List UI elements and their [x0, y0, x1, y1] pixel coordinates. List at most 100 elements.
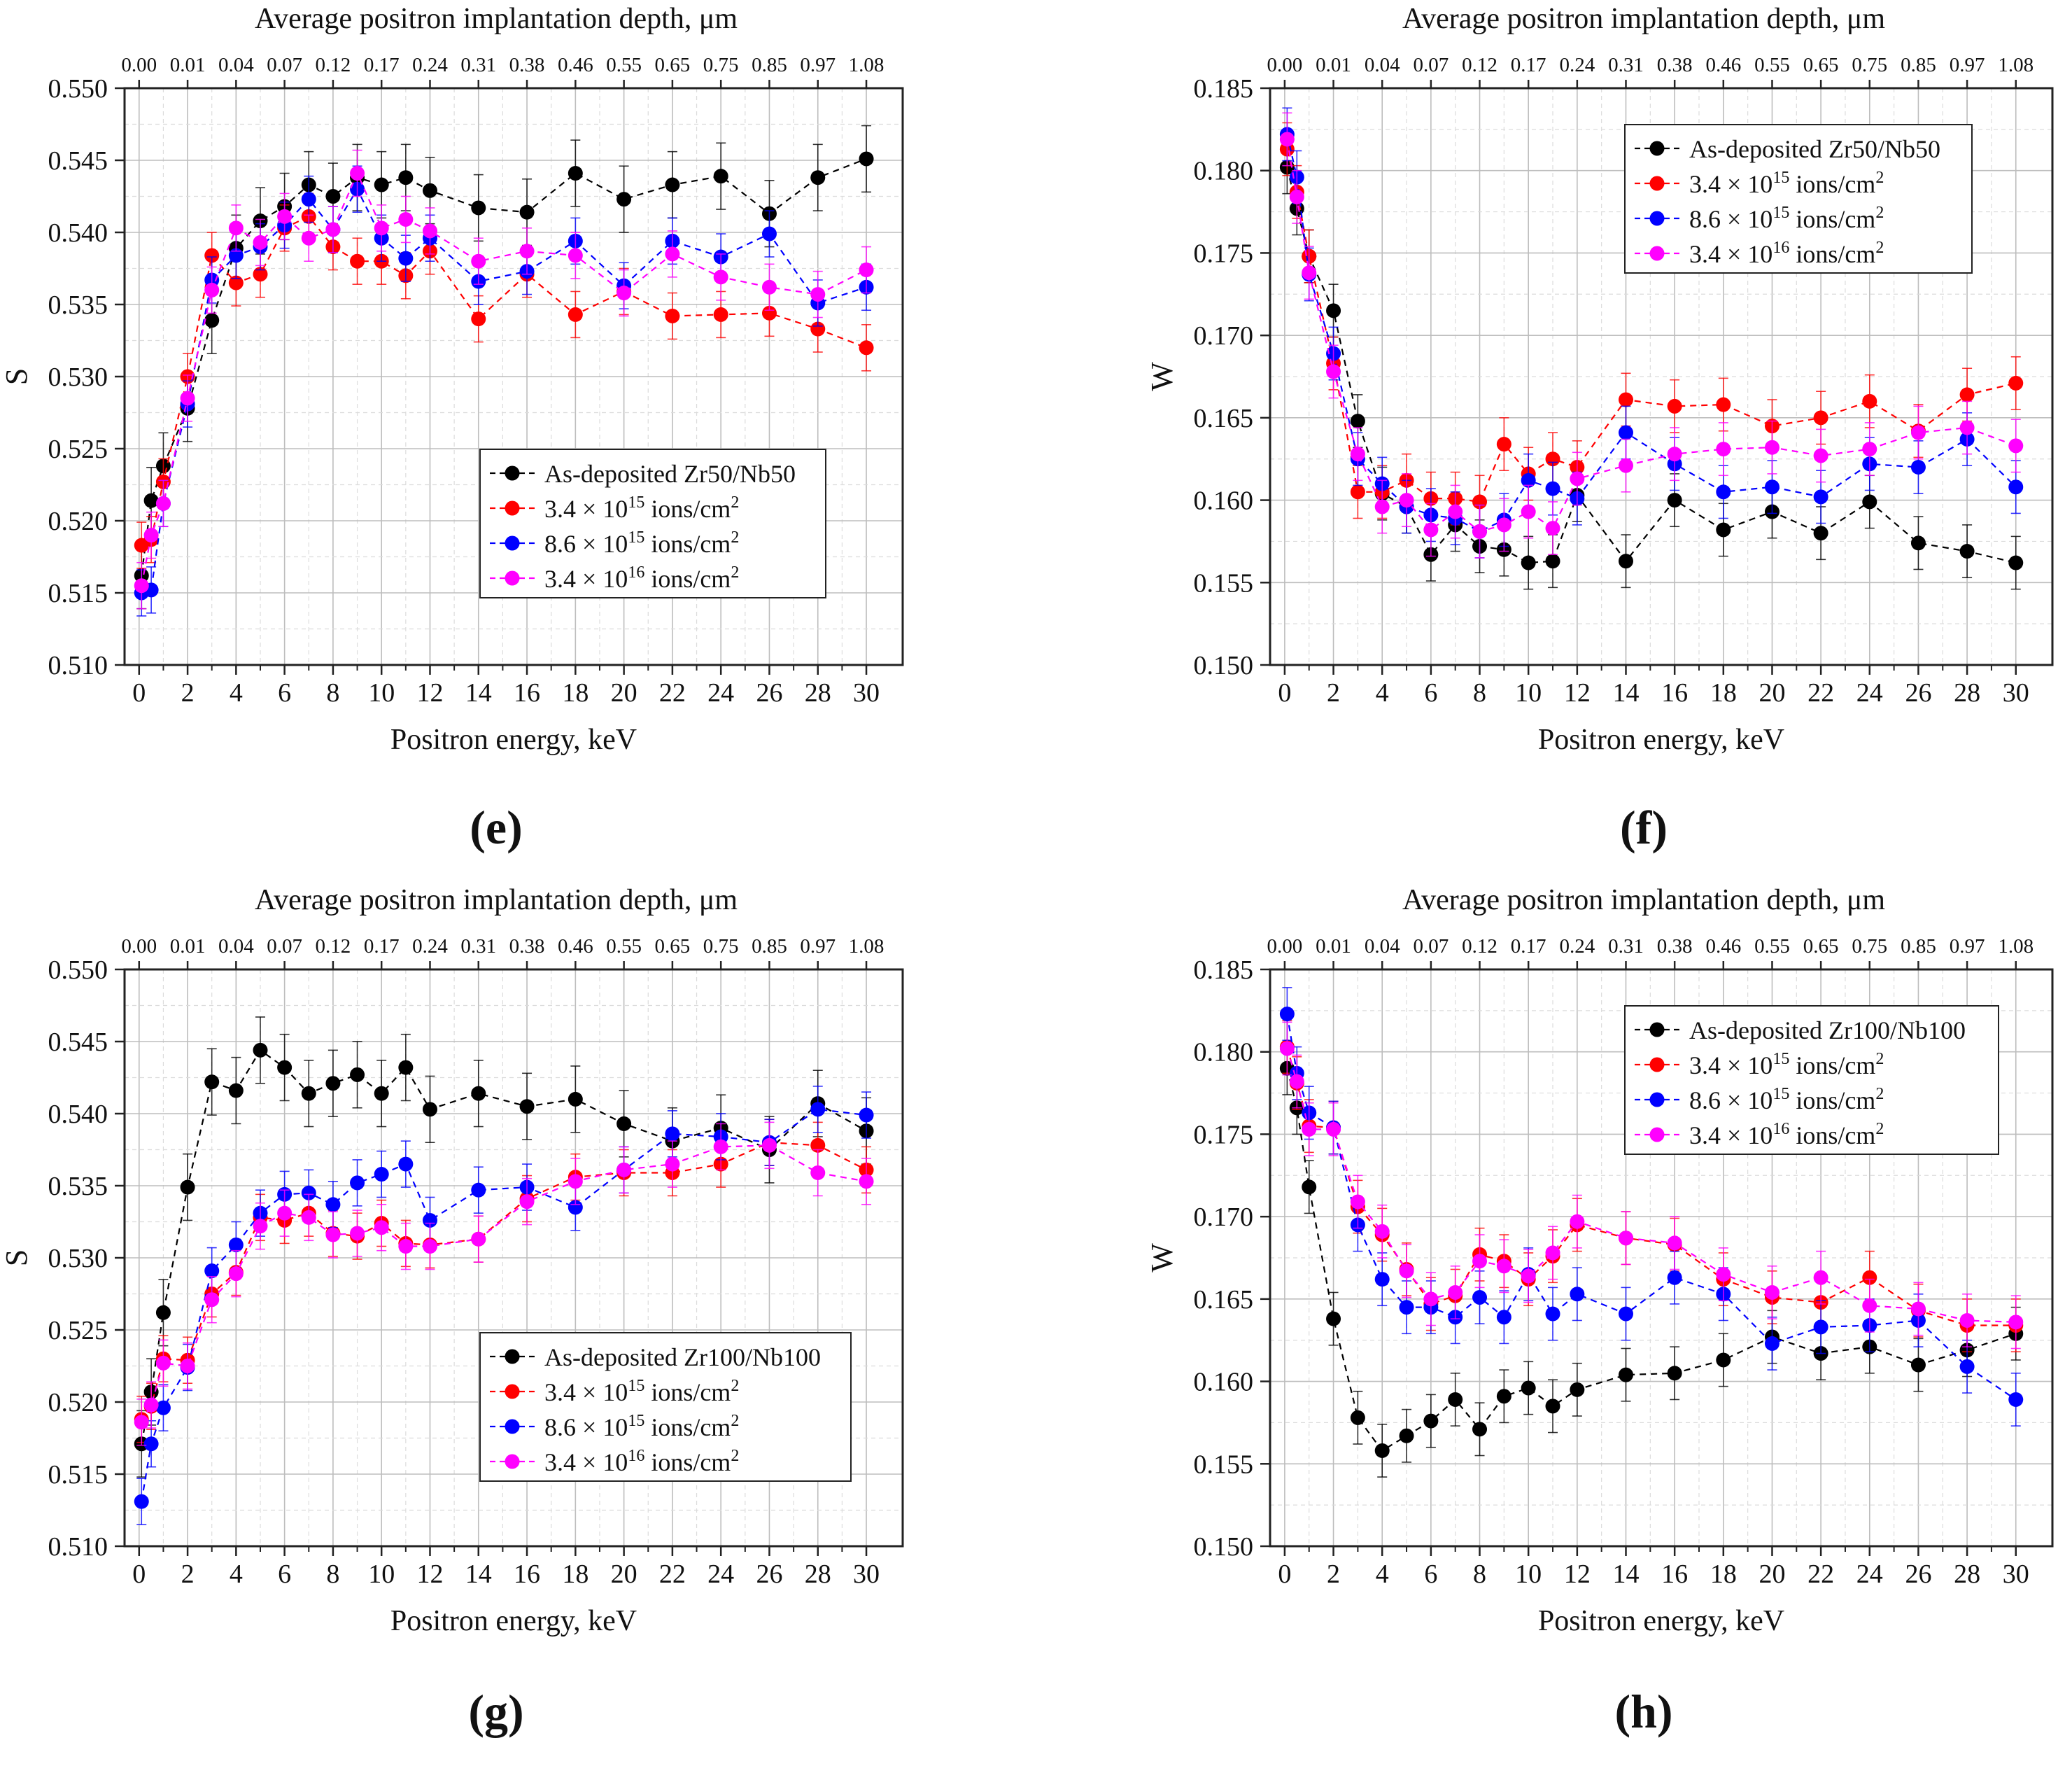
top-tick-label: 0.31 — [460, 935, 496, 958]
data-point — [471, 200, 486, 216]
top-tick-label: 0.17 — [1511, 54, 1546, 76]
x-tick-label: 22 — [1807, 678, 1834, 708]
data-point — [204, 1263, 220, 1279]
data-point — [2008, 375, 2024, 391]
data-point — [253, 234, 268, 250]
top-tick-label: 0.12 — [1462, 54, 1497, 76]
data-point — [228, 220, 244, 236]
top-tick-label: 0.85 — [752, 54, 787, 76]
x-tick-label: 28 — [1954, 678, 1980, 708]
data-point — [1910, 1301, 1926, 1317]
x-tick-label: 22 — [659, 1560, 686, 1589]
data-point — [1545, 1399, 1560, 1414]
chart-panel-f: 0 2 4 6 8 10 12 14 16 18 20 22 24 26 28 300.00 0.01 0.04 0… — [1145, 3, 2054, 854]
data-point — [665, 177, 680, 192]
data-point — [277, 1060, 293, 1075]
data-point — [1350, 484, 1365, 500]
y-tick-label: 0.175 — [1194, 239, 1254, 268]
x-tick-label: 24 — [1856, 1560, 1883, 1589]
top-tick-label: 0.07 — [267, 935, 302, 958]
data-point — [1764, 479, 1779, 495]
data-point — [204, 313, 220, 328]
series-line — [141, 215, 867, 546]
series-line — [141, 1144, 867, 1423]
top-tick-label: 0.85 — [1901, 935, 1936, 958]
data-point — [301, 230, 316, 246]
data-point — [1496, 1389, 1511, 1404]
legend-label: 8.6 × 1015 ions/cm2 — [1689, 1085, 1884, 1114]
data-point — [228, 1237, 244, 1252]
series-3 — [1279, 1021, 2024, 1350]
legend-box — [479, 449, 826, 598]
y-tick-label: 0.525 — [48, 1316, 108, 1345]
legend: As-deposited Zr50/Nb50 3.4 × 1015 ions/cm… — [1624, 124, 1973, 274]
data-point — [665, 1126, 680, 1142]
data-point — [1326, 303, 1341, 318]
data-point — [204, 1292, 220, 1308]
data-point — [228, 275, 244, 290]
top-tick-label: 0.17 — [1511, 935, 1546, 958]
data-point — [665, 246, 680, 262]
top-tick-label: 0.46 — [558, 54, 593, 76]
x-tick-label: 10 — [368, 1560, 395, 1589]
y-tick-label: 0.515 — [48, 579, 108, 608]
x-tick-label: 22 — [1807, 1560, 1834, 1589]
y-axis-title: W — [1145, 362, 1179, 391]
legend-marker — [505, 500, 520, 516]
data-point — [325, 222, 341, 237]
data-point — [374, 1086, 389, 1101]
x-tick-label: 28 — [805, 678, 831, 708]
data-point — [1545, 521, 1560, 536]
x-tick-label: 0 — [132, 1560, 146, 1589]
data-point — [1910, 459, 1926, 475]
x-tick-label: 12 — [1564, 1560, 1591, 1589]
series-line — [1286, 167, 2017, 564]
legend-box — [1624, 1005, 1999, 1155]
data-point — [1667, 398, 1682, 414]
data-point — [1302, 265, 1317, 281]
x-tick-label: 16 — [514, 678, 540, 708]
top-tick-label: 0.97 — [1950, 935, 1985, 958]
x-tick-label: 6 — [1424, 678, 1437, 708]
data-point — [398, 1239, 414, 1254]
y-tick-label: 0.520 — [48, 1388, 108, 1417]
legend-marker — [1649, 211, 1665, 226]
panel-label: (e) — [470, 801, 522, 854]
y-tick-label: 0.530 — [48, 363, 108, 392]
data-point — [1472, 1254, 1488, 1269]
data-point — [471, 1086, 486, 1101]
data-point — [810, 321, 826, 337]
legend-marker — [1649, 1092, 1665, 1107]
legend-marker — [505, 1384, 520, 1399]
x-axis-title: Positron energy, keV — [390, 1605, 637, 1637]
top-tick-label: 0.85 — [752, 935, 787, 958]
x-tick-label: 24 — [1856, 678, 1883, 708]
x-tick-label: 8 — [1473, 678, 1486, 708]
top-tick-label: 0.85 — [1901, 54, 1936, 76]
data-point — [1399, 493, 1414, 508]
data-point — [1716, 522, 1731, 538]
x-tick-label: 2 — [181, 678, 195, 708]
x-tick-label: 30 — [853, 1560, 880, 1589]
y-tick-label: 0.180 — [1194, 157, 1254, 186]
x-tick-label: 26 — [756, 678, 782, 708]
top-tick-label: 0.38 — [509, 54, 545, 76]
x-tick-label: 4 — [1376, 678, 1389, 708]
data-point — [398, 211, 414, 227]
y-axis-title: S — [0, 368, 34, 385]
top-tick-label: 0.97 — [1950, 54, 1985, 76]
data-point — [1910, 1357, 1926, 1373]
data-point — [1813, 1270, 1828, 1285]
data-point — [1496, 517, 1511, 533]
data-point — [1521, 1268, 1536, 1284]
y-tick-label: 0.155 — [1194, 568, 1254, 598]
series-line — [1286, 1048, 2016, 1323]
x-tick-label: 14 — [1612, 678, 1639, 708]
data-point — [1813, 1319, 1828, 1335]
data-point — [180, 1359, 195, 1373]
data-point — [277, 1205, 293, 1221]
series-3 — [134, 1121, 874, 1446]
plot-frame — [1269, 968, 2054, 1548]
data-point — [1959, 420, 1975, 435]
top-tick-label: 0.55 — [606, 54, 642, 76]
